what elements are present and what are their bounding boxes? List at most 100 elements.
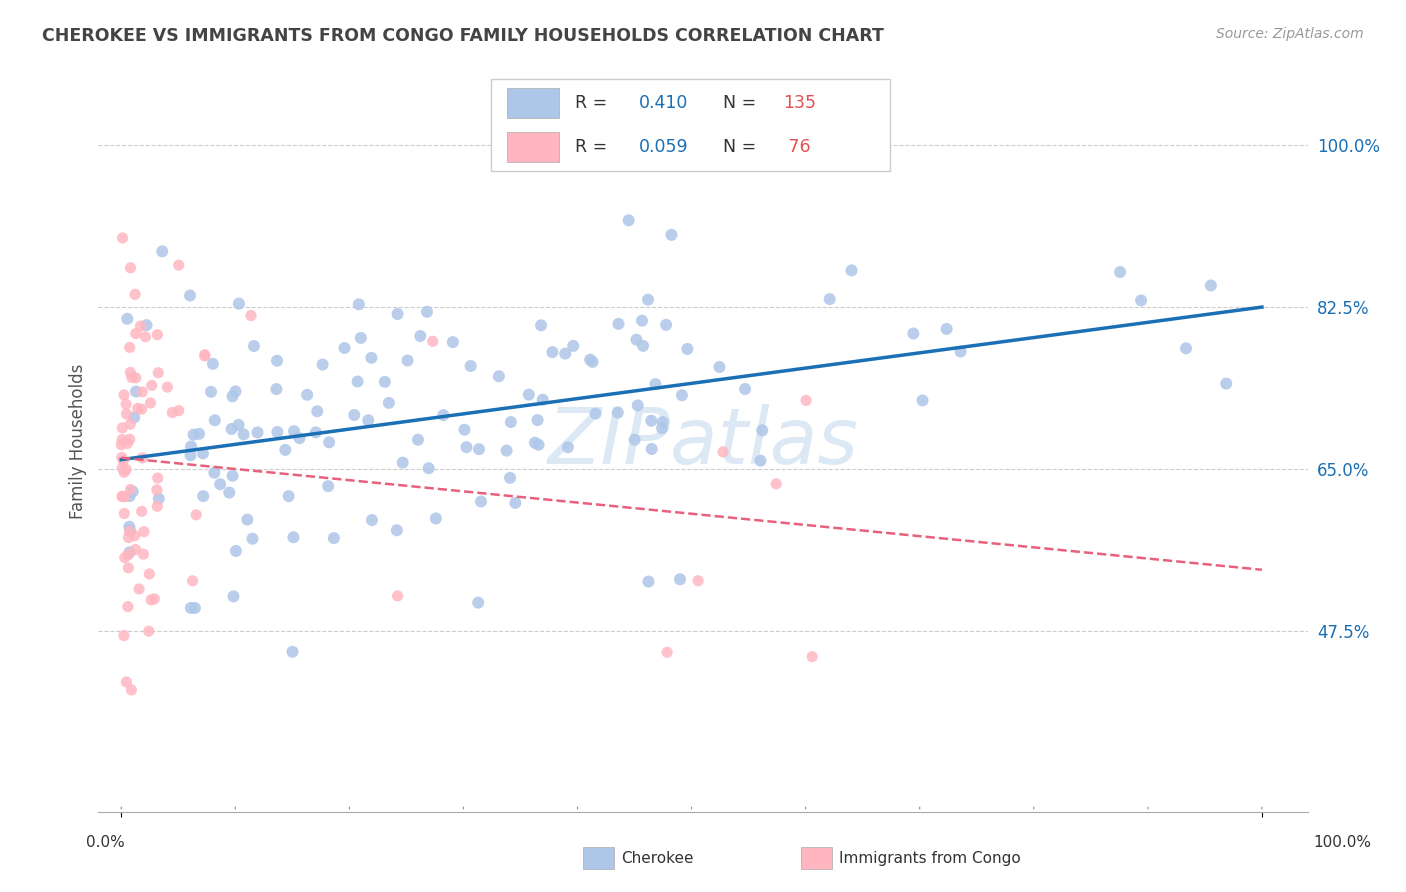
Point [688, 574, 710, 588]
Point [111, 231, 134, 245]
Point [460, 359, 482, 373]
Point [112, 388, 135, 402]
Point [124, 542, 146, 557]
Point [120, 260, 142, 275]
Point [554, 346, 576, 360]
Point [127, 401, 149, 416]
Point [453, 423, 475, 437]
Point [188, 426, 211, 441]
Point [232, 427, 254, 442]
Point [526, 413, 548, 427]
Point [112, 465, 135, 479]
Point [117, 561, 139, 575]
Point [579, 352, 602, 367]
Point [131, 504, 153, 518]
Point [360, 351, 382, 365]
Point [305, 425, 328, 440]
Point [281, 645, 304, 659]
Point [143, 591, 166, 606]
Point [626, 333, 648, 347]
Point [148, 366, 170, 380]
Point [530, 318, 553, 333]
Point [134, 330, 156, 344]
Point [118, 432, 141, 446]
Point [765, 476, 787, 491]
Point [266, 353, 288, 368]
Point [311, 358, 333, 372]
Point [911, 393, 934, 408]
Point [120, 483, 142, 497]
Point [606, 406, 628, 420]
Point [350, 331, 373, 345]
Point [409, 329, 432, 343]
Point [1215, 376, 1237, 391]
Point [120, 524, 142, 538]
Point [131, 450, 153, 465]
Point [651, 421, 673, 435]
Point [361, 513, 384, 527]
Point [734, 382, 756, 396]
Point [637, 574, 659, 589]
Text: 0.0%: 0.0% [86, 836, 125, 850]
Point [118, 340, 141, 354]
Point [557, 440, 579, 454]
Point [240, 309, 263, 323]
Point [523, 435, 546, 450]
Point [585, 407, 607, 421]
Point [117, 436, 139, 450]
Point [517, 387, 540, 401]
Point [422, 334, 444, 349]
Point [468, 442, 491, 457]
Point [627, 399, 650, 413]
Point [124, 287, 146, 301]
Point [221, 422, 243, 436]
Point [1109, 265, 1132, 279]
Point [180, 439, 202, 453]
Point [218, 485, 240, 500]
Point [201, 357, 224, 371]
Point [581, 355, 603, 369]
Point [391, 456, 413, 470]
Point [274, 442, 297, 457]
Point [1199, 278, 1222, 293]
Point [111, 461, 134, 475]
Point [378, 396, 401, 410]
Point [120, 683, 142, 698]
Point [191, 446, 214, 460]
Point [120, 365, 142, 379]
Point [657, 645, 679, 659]
Point [801, 649, 824, 664]
Point [617, 213, 640, 227]
Point [333, 341, 356, 355]
Point [631, 313, 654, 327]
Point [749, 453, 772, 467]
Point [283, 530, 305, 544]
Point [115, 397, 138, 411]
Point [131, 384, 153, 399]
Point [225, 384, 247, 399]
Point [209, 477, 232, 491]
Point [115, 407, 138, 421]
Point [283, 424, 305, 438]
Point [114, 490, 136, 504]
Point [236, 513, 259, 527]
Point [456, 440, 478, 454]
Point [156, 380, 179, 394]
Point [115, 462, 138, 476]
Point [117, 311, 139, 326]
Point [655, 318, 678, 332]
Point [651, 415, 673, 429]
Point [118, 489, 141, 503]
Point [118, 524, 141, 539]
Point [488, 369, 510, 384]
Point [949, 344, 972, 359]
Point [167, 403, 190, 417]
Point [470, 494, 492, 508]
Point [132, 547, 155, 561]
Point [117, 599, 139, 614]
Point [277, 489, 299, 503]
Point [225, 544, 247, 558]
Point [467, 596, 489, 610]
Point [146, 483, 169, 497]
Point [184, 601, 207, 615]
